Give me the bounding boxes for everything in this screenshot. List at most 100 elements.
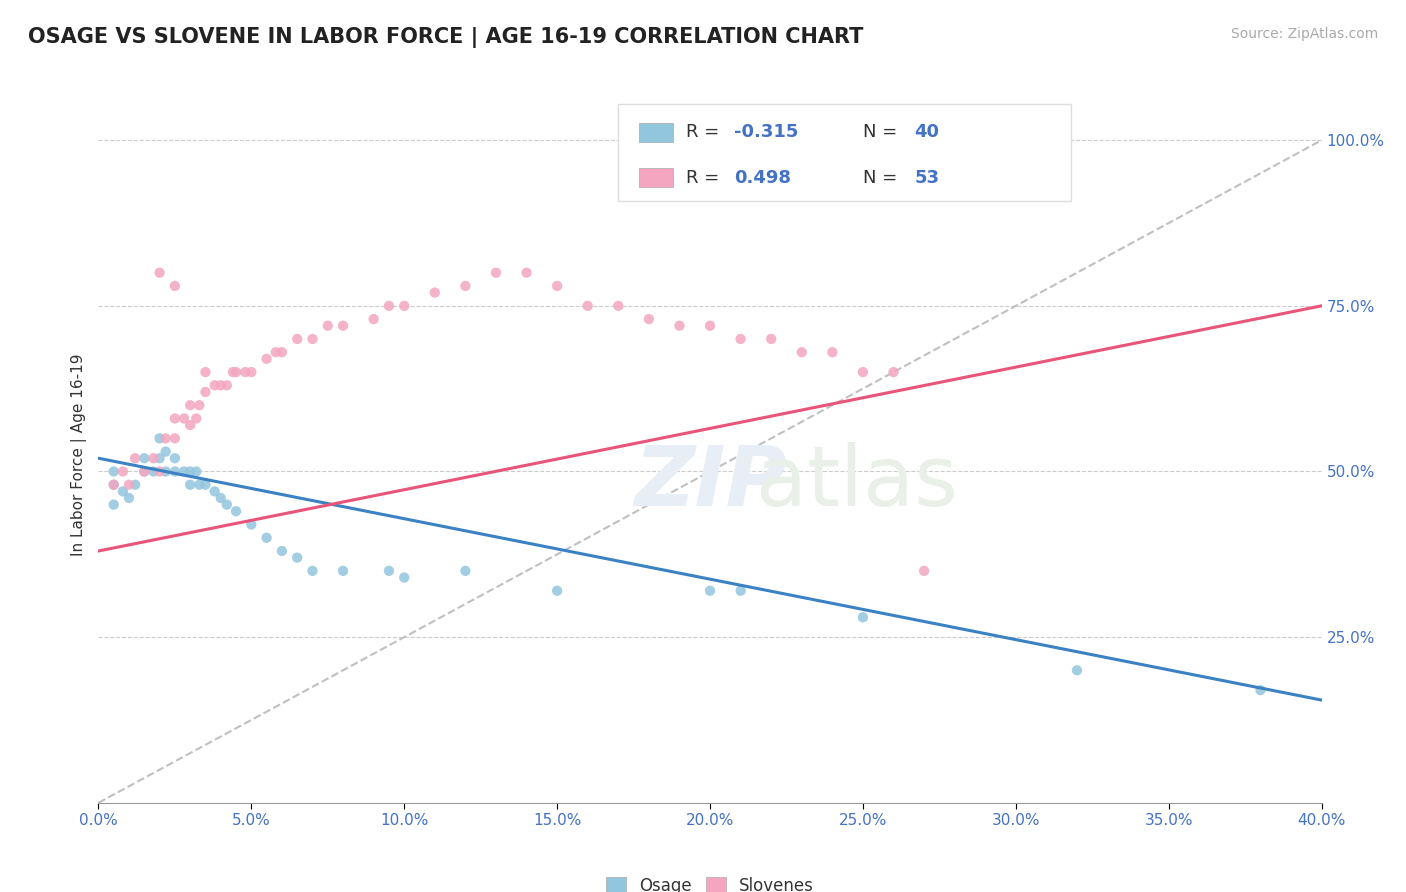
Text: -0.315: -0.315 bbox=[734, 123, 799, 141]
Text: OSAGE VS SLOVENE IN LABOR FORCE | AGE 16-19 CORRELATION CHART: OSAGE VS SLOVENE IN LABOR FORCE | AGE 16… bbox=[28, 27, 863, 48]
Point bbox=[392, 299, 416, 313]
Point bbox=[637, 312, 661, 326]
Point bbox=[149, 451, 172, 466]
Point bbox=[256, 531, 278, 545]
Point bbox=[852, 610, 875, 624]
Point bbox=[103, 465, 125, 479]
Text: R =: R = bbox=[686, 169, 724, 186]
Point bbox=[454, 564, 477, 578]
Point bbox=[301, 564, 323, 578]
Point bbox=[186, 411, 208, 425]
Point bbox=[240, 365, 263, 379]
Point bbox=[454, 279, 477, 293]
Point bbox=[179, 465, 201, 479]
Point bbox=[546, 583, 568, 598]
FancyBboxPatch shape bbox=[640, 168, 673, 187]
Point bbox=[378, 299, 401, 313]
Legend: Osage, Slovenes: Osage, Slovenes bbox=[599, 871, 821, 892]
Point bbox=[607, 299, 630, 313]
Point bbox=[163, 279, 186, 293]
Point bbox=[264, 345, 287, 359]
Point bbox=[118, 491, 141, 505]
Point bbox=[149, 431, 172, 445]
Point bbox=[576, 299, 599, 313]
Point bbox=[173, 411, 195, 425]
Point bbox=[124, 477, 146, 491]
Point bbox=[111, 484, 134, 499]
Point bbox=[155, 444, 177, 458]
Point bbox=[111, 465, 134, 479]
FancyBboxPatch shape bbox=[640, 122, 673, 142]
Point bbox=[423, 285, 446, 300]
Point bbox=[852, 365, 875, 379]
Point bbox=[209, 378, 232, 392]
Y-axis label: In Labor Force | Age 16-19: In Labor Force | Age 16-19 bbox=[72, 353, 87, 557]
Point bbox=[149, 266, 172, 280]
Point bbox=[516, 266, 538, 280]
Point bbox=[134, 465, 156, 479]
Point bbox=[759, 332, 782, 346]
Point bbox=[363, 312, 385, 326]
Point bbox=[546, 279, 568, 293]
Point bbox=[188, 477, 211, 491]
Point bbox=[215, 378, 238, 392]
Point bbox=[163, 411, 186, 425]
Point bbox=[155, 465, 177, 479]
Point bbox=[215, 498, 238, 512]
Point bbox=[103, 477, 125, 491]
Point bbox=[912, 564, 935, 578]
Text: 40: 40 bbox=[914, 123, 939, 141]
Point bbox=[134, 451, 156, 466]
Text: R =: R = bbox=[686, 123, 724, 141]
Point bbox=[392, 570, 416, 584]
Text: ZIP: ZIP bbox=[634, 442, 786, 524]
Point bbox=[222, 365, 245, 379]
Point bbox=[194, 477, 217, 491]
Point bbox=[134, 465, 156, 479]
Point bbox=[790, 345, 813, 359]
Point bbox=[285, 550, 308, 565]
Text: N =: N = bbox=[863, 123, 903, 141]
Point bbox=[285, 332, 308, 346]
Point bbox=[821, 345, 844, 359]
Point bbox=[163, 465, 186, 479]
Point bbox=[186, 465, 208, 479]
Point bbox=[240, 517, 263, 532]
Point bbox=[142, 451, 165, 466]
Point bbox=[1249, 683, 1271, 698]
Point bbox=[699, 583, 721, 598]
Point bbox=[256, 351, 278, 366]
Point bbox=[730, 332, 752, 346]
Point bbox=[188, 398, 211, 412]
FancyBboxPatch shape bbox=[619, 103, 1071, 201]
Point bbox=[103, 477, 125, 491]
Point bbox=[179, 418, 201, 433]
Point bbox=[225, 365, 247, 379]
Point bbox=[316, 318, 339, 333]
Text: atlas: atlas bbox=[756, 442, 957, 524]
Point bbox=[103, 498, 125, 512]
Point bbox=[225, 504, 247, 518]
Point bbox=[155, 431, 177, 445]
Text: Source: ZipAtlas.com: Source: ZipAtlas.com bbox=[1230, 27, 1378, 41]
Text: 0.498: 0.498 bbox=[734, 169, 792, 186]
Point bbox=[163, 451, 186, 466]
Point bbox=[149, 465, 172, 479]
Point bbox=[270, 345, 292, 359]
Point bbox=[194, 365, 217, 379]
Point bbox=[485, 266, 508, 280]
Text: N =: N = bbox=[863, 169, 903, 186]
Point bbox=[124, 451, 146, 466]
Point bbox=[301, 332, 323, 346]
Text: 53: 53 bbox=[914, 169, 939, 186]
Point bbox=[1066, 663, 1088, 677]
Point bbox=[118, 477, 141, 491]
Point bbox=[730, 583, 752, 598]
Point bbox=[332, 564, 354, 578]
Point bbox=[332, 318, 354, 333]
Point bbox=[194, 384, 217, 399]
Point bbox=[668, 318, 690, 333]
Point bbox=[209, 491, 232, 505]
Point bbox=[163, 431, 186, 445]
Point bbox=[204, 378, 226, 392]
